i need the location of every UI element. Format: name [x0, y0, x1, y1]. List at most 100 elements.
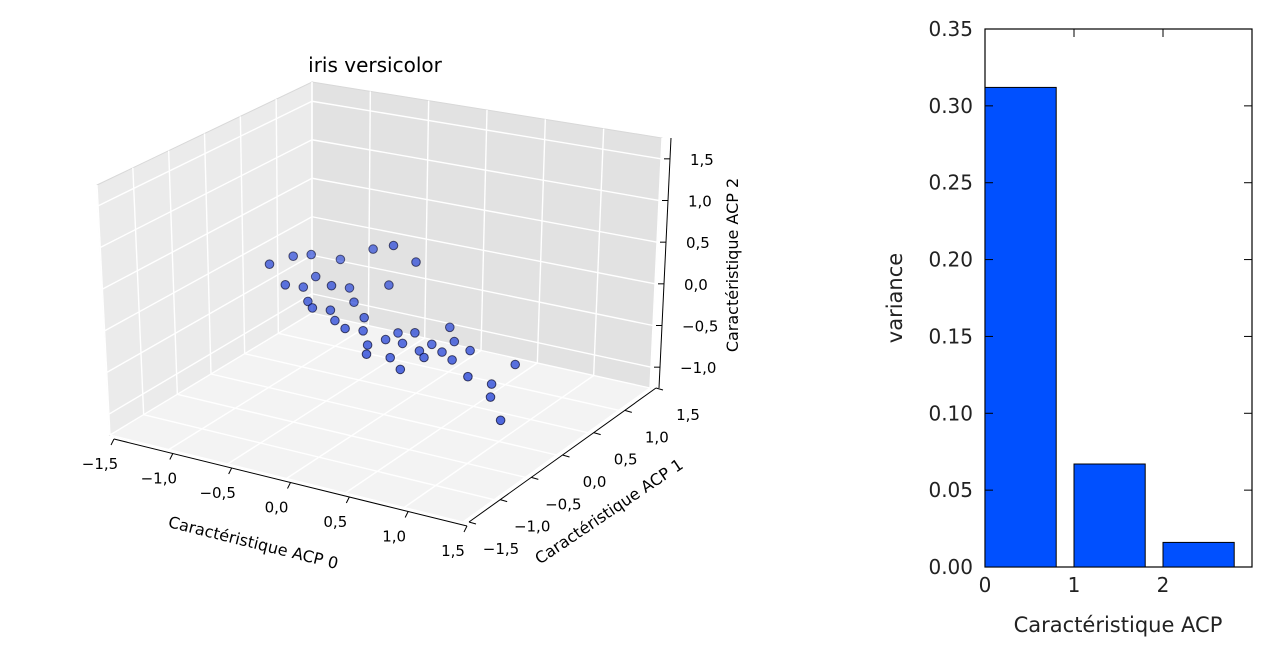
x-axis-label-3d: Caractéristique ACP 0	[166, 512, 340, 573]
y-tick-3d	[468, 521, 477, 525]
z-tick-label-3d: 0,5	[686, 234, 710, 252]
y-tick-label-3d: 1,0	[645, 428, 669, 446]
bar	[984, 86, 1057, 568]
axes-3d: −1,5 −1,0 −0,5 0,0 0,5 1,0 1,5 −1,5 −1,0 −0,5 0,0 0…	[82, 137, 718, 560]
scatter-point	[310, 271, 321, 282]
x-tick-3d	[404, 511, 409, 518]
bar	[1162, 541, 1235, 568]
gridline-z-left	[97, 100, 313, 207]
gridline-y-wall	[167, 150, 179, 395]
scatter-point	[340, 323, 350, 334]
bar-y-tick-label: 0.35	[928, 17, 973, 41]
y-tick-label-3d: −1,5	[483, 540, 519, 558]
gridline-z-right	[311, 139, 660, 202]
y-tick-label-3d: −0,5	[545, 495, 581, 513]
gridline-y-wall	[275, 99, 280, 334]
gridline-y-floor	[244, 352, 588, 434]
bar-y-tick-label: 0.15	[928, 324, 973, 348]
z-axis-label-3d: Caractéristique ACP 2	[723, 178, 742, 352]
gridline-z-left	[102, 177, 313, 290]
y-tick-3d	[531, 476, 539, 480]
gridline-y-floor	[311, 312, 651, 389]
y-tick-3d	[562, 454, 570, 458]
z-tick-label-3d: −0,5	[682, 318, 718, 336]
scatter-point	[485, 392, 496, 402]
gridline-x-wall	[649, 137, 663, 389]
gridline-z-right	[311, 216, 656, 285]
bar-x-tick-label: 0	[979, 573, 992, 597]
x-tick-label-3d: −1,5	[82, 455, 118, 473]
y-tick-3d	[593, 432, 601, 436]
scatter-point	[368, 244, 378, 254]
scatter-point	[449, 336, 460, 347]
grid-3d	[96, 82, 663, 523]
scatter-point	[330, 315, 340, 326]
bar-y-tick-label: 0.20	[928, 248, 973, 272]
scatter-point	[411, 257, 421, 267]
scatter3d-panel: −1,5 −1,0 −0,5 0,0 0,5 1,0 1,5 −1,5 −1,0 −0,5 0,0 0…	[82, 53, 742, 573]
gridline-y-floor	[143, 413, 495, 501]
z-axis-line-3d	[658, 137, 672, 389]
gridline-y-floor	[177, 393, 526, 479]
bar-y-tick-label: 0.25	[928, 171, 973, 195]
scatter-title: iris versicolor	[308, 53, 442, 77]
z-tick-label-3d: 1,5	[690, 151, 714, 169]
gridline-z-right	[311, 254, 654, 327]
y-tick-label-3d: −1,0	[514, 518, 550, 536]
x-tick-3d	[463, 525, 468, 533]
bar-y-tick-label: 0.30	[928, 94, 973, 118]
gridline-x-wall	[423, 100, 430, 339]
x-tick-3d	[228, 467, 233, 475]
scatter-point	[306, 249, 317, 260]
gridline-z-right	[311, 100, 662, 160]
y-tick-3d	[655, 387, 664, 391]
bar	[1073, 463, 1146, 568]
scatter-point	[465, 345, 475, 356]
bar-y-tick-label: 0.00	[928, 555, 973, 579]
gridline-y-floor	[210, 373, 557, 456]
gridline-y-floor	[278, 332, 619, 412]
scatter-point	[325, 305, 336, 316]
bar-y-tick-label: 0.10	[928, 401, 973, 425]
scatter-point	[385, 352, 396, 363]
gridline-z-left	[106, 254, 313, 374]
gridline-z-right	[311, 293, 652, 368]
scatter-point	[344, 283, 355, 293]
x-tick-label-3d: −0,5	[199, 484, 235, 502]
scatter-point	[361, 349, 372, 360]
gridline-y-floor	[109, 434, 464, 523]
scatter-point	[380, 334, 391, 345]
scatter-point	[410, 328, 420, 338]
y-tick-3d	[624, 409, 632, 413]
gridline-z-left	[99, 139, 313, 249]
scatter-point	[445, 322, 455, 333]
scatter-point	[326, 280, 337, 291]
x-tick-3d	[345, 496, 350, 504]
scatter-point	[384, 280, 394, 290]
gridline-z-left	[108, 293, 313, 415]
x-tick-label-3d: 0,0	[265, 499, 289, 517]
scatter-point	[414, 346, 425, 356]
scatter-point	[335, 254, 346, 265]
scatter-point	[395, 364, 406, 375]
z-tick-label-3d: 0,0	[684, 276, 708, 294]
bar-y-axis-label: variance	[883, 253, 907, 343]
scatter-point	[362, 340, 373, 350]
y-tick-label-3d: 1,5	[676, 406, 700, 424]
bar-panel: 0.00 0.05 0.10 0.15 0.20 0.25 0.30 0.35 0 1 2 Cara…	[883, 17, 1253, 637]
scatter-point	[264, 259, 275, 270]
gridline-z-left	[104, 216, 313, 332]
x-tick-3d	[110, 438, 115, 446]
bar-y-tick-label: 0.05	[928, 478, 973, 502]
scatter-point	[288, 251, 299, 262]
gridline-y-wall	[239, 116, 246, 354]
gridline-y-wall	[132, 167, 145, 415]
y-tick-label-3d: 0,5	[614, 451, 638, 469]
bar-axes: 0.00 0.05 0.10 0.15 0.20 0.25 0.30 0.35 0 1 2	[928, 17, 1252, 597]
scatter-point	[447, 355, 457, 365]
scatter-point	[495, 415, 506, 426]
z-tick-label-3d: −1,0	[680, 359, 716, 377]
z-tick-label-3d: 1,0	[688, 193, 712, 211]
bar-x-axis-label: Caractéristique ACP	[1014, 613, 1223, 637]
